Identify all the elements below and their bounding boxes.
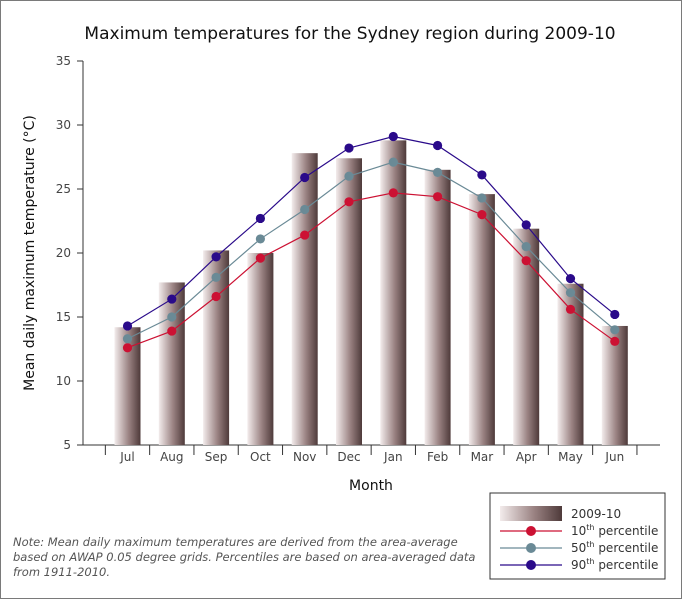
y-tick-label: 25 [56,182,71,196]
data-point [477,210,487,220]
data-point [211,291,221,302]
chart-title: Maximum temperatures for the Sydney regi… [84,24,615,44]
data-point [565,304,576,314]
data-point [122,321,133,331]
y-tick-label: 35 [56,54,71,68]
data-point [300,204,310,215]
data-point [477,193,487,203]
bar [203,250,230,445]
data-point [122,343,133,353]
data-point [167,326,177,336]
data-point [610,336,620,346]
x-axis-title: Month [349,478,393,494]
series-line [127,135,616,327]
legend-swatch-marker [526,543,536,553]
data-point [433,192,443,202]
y-tick-label: 5 [63,438,71,452]
x-tick-label: May [558,450,583,464]
data-point [433,167,443,177]
data-point [300,230,310,240]
bar [158,282,185,445]
series-line [127,192,616,349]
x-tick-label: Feb [427,450,448,464]
legend-label: 50th percentile [571,540,658,555]
footnote: Note: Mean daily maximum temperatures ar… [13,535,476,579]
series-line [127,161,616,340]
legend-swatch-marker [526,526,536,536]
x-tick-label: Jan [383,450,403,464]
x-tick-label: Aug [160,450,183,464]
legend-label: 10th percentile [571,523,658,538]
data-point [565,274,576,284]
data-point [255,234,265,244]
legend-label: 90th percentile [571,557,658,572]
data-point [255,213,265,224]
x-tick-label: Nov [293,450,316,464]
data-point [344,197,354,207]
data-point [344,143,354,153]
data-point [167,312,177,322]
y-tick-label: 20 [56,246,71,260]
data-point [565,288,576,298]
legend-swatch-bar [500,506,562,521]
bar [468,194,495,445]
x-tick-label: Jun [604,450,624,464]
x-tick-label: Dec [337,450,360,464]
x-tick-label: Jul [119,450,134,464]
legend-swatch-marker [526,560,536,570]
data-point [388,157,398,167]
data-point [300,172,310,183]
data-point [211,272,221,282]
x-tick-label: Sep [205,450,228,464]
bar [247,253,274,445]
legend: 2009-10 10th percentile 50th percentile 90t… [489,492,666,580]
data-point [521,256,531,266]
data-point [211,252,221,262]
bar [291,153,318,445]
data-point [521,220,531,230]
data-point [255,253,265,263]
data-point [433,140,443,151]
data-point [388,188,398,198]
y-tick-label: 15 [56,310,71,324]
bar [380,140,407,446]
data-point [477,170,487,180]
x-tick-label: Oct [250,450,271,464]
data-point [344,171,354,181]
data-point [388,131,398,142]
data-point [167,294,177,304]
bar [424,169,451,446]
x-tick-label: Apr [516,450,537,464]
x-tick-label: Mar [471,450,494,464]
data-point [521,242,531,252]
data-point [122,334,133,344]
y-tick-label: 10 [56,374,71,388]
data-point [610,325,620,335]
data-point [610,309,620,320]
legend-label: 2009-10 [571,507,621,521]
plot-area: 5 10 15 20 25 30 35 Jul Aug Sep Oct Nov Dec Jan Feb Mar… [56,54,660,464]
y-axis-title: Mean daily maximum temperature (°C) [22,115,38,391]
y-tick-label: 30 [56,118,71,132]
